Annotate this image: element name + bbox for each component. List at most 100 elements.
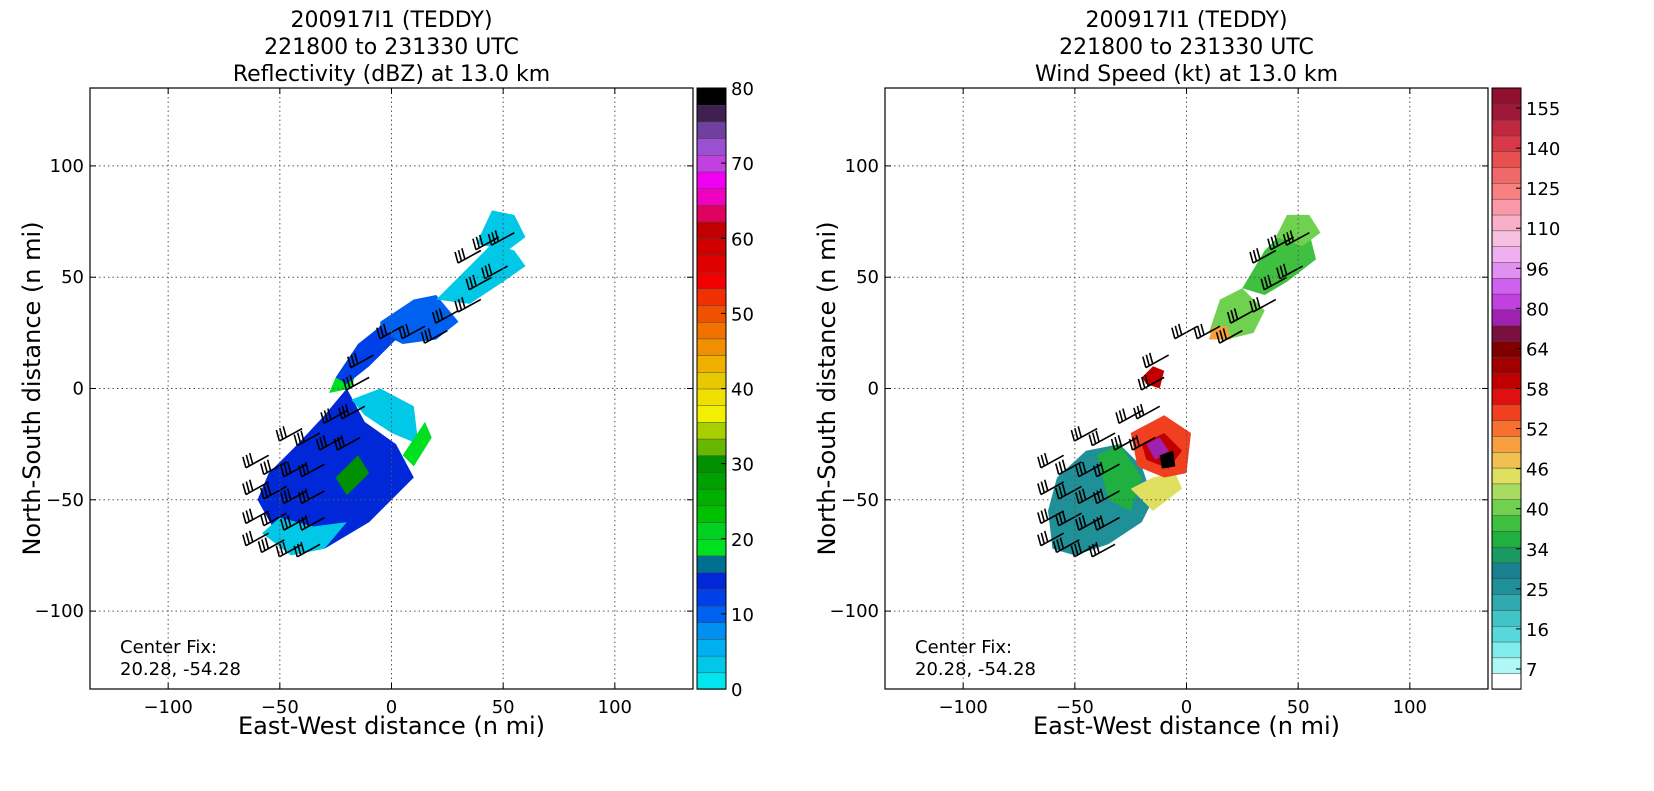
- wind-barb-feather: [242, 456, 247, 469]
- wind-barb-feather: [1286, 232, 1291, 244]
- wind-barb: [347, 352, 375, 369]
- wind-barb-feather: [1252, 249, 1258, 262]
- colorbar-segment: [1491, 514, 1522, 532]
- wind-barb-feather: [341, 405, 347, 418]
- wind-barb: [1088, 541, 1116, 558]
- colorbar-segment: [696, 221, 727, 240]
- colorbar-segment: [696, 254, 727, 273]
- wind-barb-feather: [457, 249, 463, 262]
- x-tick-label: 50: [492, 697, 515, 718]
- wind-barb-feather: [1088, 434, 1094, 446]
- field-wind-field-max-5: [1146, 437, 1169, 460]
- wind-barb-feather: [1077, 541, 1082, 554]
- wind-barb-feather: [1282, 263, 1288, 276]
- wind-barb-feather: [1267, 238, 1272, 250]
- wind-barb-feather: [344, 403, 350, 416]
- wind-barb-feather: [1095, 430, 1100, 442]
- colorbar-segment: [696, 672, 727, 690]
- wind-barb: [454, 297, 482, 313]
- colorbar-segment: [1491, 182, 1522, 200]
- colorbar-segment: [696, 521, 727, 540]
- wind-barb: [1092, 515, 1120, 531]
- wind-barb-feather: [1256, 248, 1261, 260]
- colorbar-segment: [1491, 388, 1522, 406]
- wind-barb-feather: [282, 541, 287, 554]
- wind-barb: [481, 263, 509, 280]
- wind-barb-feather: [304, 515, 310, 527]
- data-layer: [242, 210, 526, 558]
- wind-barb: [242, 530, 270, 547]
- wind-barb-feather: [245, 510, 251, 522]
- reflectivity-panel: 200917I1 (TEDDY) 221800 to 231330 UTC Refl…: [0, 0, 827, 787]
- colorbar-segment: [1491, 151, 1522, 168]
- wind-barb-feather: [1219, 330, 1224, 342]
- wind-barb-feather: [468, 276, 474, 289]
- colorbar-segment: [696, 421, 727, 440]
- wind-barb-feather: [1139, 403, 1145, 416]
- wind-barb-feather: [248, 452, 254, 465]
- wind-barb-feather: [300, 541, 305, 554]
- y-tick-label: 50: [61, 267, 84, 288]
- colorbar-segment: [1491, 87, 1522, 105]
- wind-barb-feather: [1177, 323, 1183, 336]
- colorbar-segment: [696, 488, 727, 507]
- data-layer: [1037, 214, 1321, 558]
- wind-barb: [1133, 403, 1161, 420]
- wind-barb-feather: [461, 248, 466, 260]
- wind-barb-feather: [286, 515, 292, 527]
- wind-barb-feather: [293, 545, 299, 558]
- wind-barb: [293, 430, 321, 447]
- colorbar-segment: [696, 288, 727, 306]
- wind-barb-feather: [242, 512, 247, 524]
- wind-barb: [1137, 374, 1165, 391]
- colorbar-tick-label: 7: [1526, 660, 1537, 681]
- wind-barb-feather: [461, 297, 466, 309]
- colorbar-tick-label: 16: [1526, 620, 1549, 641]
- wind-barb: [1092, 488, 1120, 505]
- wind-barb-feather: [1081, 515, 1087, 527]
- wind-barb-feather: [1289, 230, 1295, 242]
- colorbar-segment: [1491, 641, 1522, 659]
- colorbar-segment: [1491, 261, 1522, 279]
- wind-barb-feather: [1040, 454, 1046, 467]
- wind-barb: [1215, 328, 1243, 344]
- colorbar-segment: [1491, 166, 1522, 184]
- colorbar-segment: [696, 404, 727, 423]
- wind-barb-feather: [301, 490, 306, 502]
- wind-barb-feather: [424, 330, 429, 342]
- wind-barb: [1115, 408, 1143, 424]
- colorbar-segment: [1491, 103, 1522, 121]
- wind-barb-feather: [1099, 515, 1105, 527]
- wind-barb-feather: [297, 465, 303, 477]
- wind-barb-feather: [1096, 490, 1101, 502]
- colorbar-segment: [696, 388, 727, 406]
- wind-barb-feather: [1096, 463, 1101, 476]
- wind-barb-feather: [1058, 461, 1063, 473]
- wind-barb: [257, 537, 285, 554]
- chart-title-line-3: Wind Speed (kt) at 13.0 km: [1035, 62, 1338, 87]
- wind-barb-feather: [405, 323, 410, 336]
- wind-barb-feather: [1233, 308, 1239, 320]
- chart-title-line-2: 221800 to 231330 UTC: [1059, 35, 1314, 60]
- wind-speed-panel: 200917I1 (TEDDY) 221800 to 231330 UTC Wind…: [795, 0, 1622, 787]
- wind-barb: [1052, 537, 1080, 554]
- wind-barb-feather: [1200, 323, 1205, 336]
- wind-barb-feather: [1135, 435, 1141, 447]
- wind-barb-feather: [1078, 490, 1084, 502]
- colorbar-segment: [696, 655, 727, 674]
- wind-barb-feather: [1091, 543, 1097, 556]
- colorbar-segment: [1491, 404, 1522, 421]
- wind-barb-feather: [454, 300, 459, 313]
- colorbar-segment: [1491, 324, 1522, 342]
- wind-barb-feather: [259, 463, 265, 475]
- wind-barb: [431, 308, 459, 324]
- y-tick-label: −50: [841, 490, 879, 511]
- center-fix-annotation-line: Center Fix:: [915, 637, 1012, 658]
- colorbar-segment: [696, 354, 727, 373]
- field-wind-field-mid-1: [1097, 444, 1142, 511]
- wind-barb: [1088, 430, 1116, 447]
- field-outer-band-8: [476, 210, 526, 251]
- colorbar-tick-label: 30: [731, 455, 754, 476]
- colorbar-tick-label: 155: [1526, 99, 1560, 120]
- wind-barb-feather: [1040, 510, 1046, 522]
